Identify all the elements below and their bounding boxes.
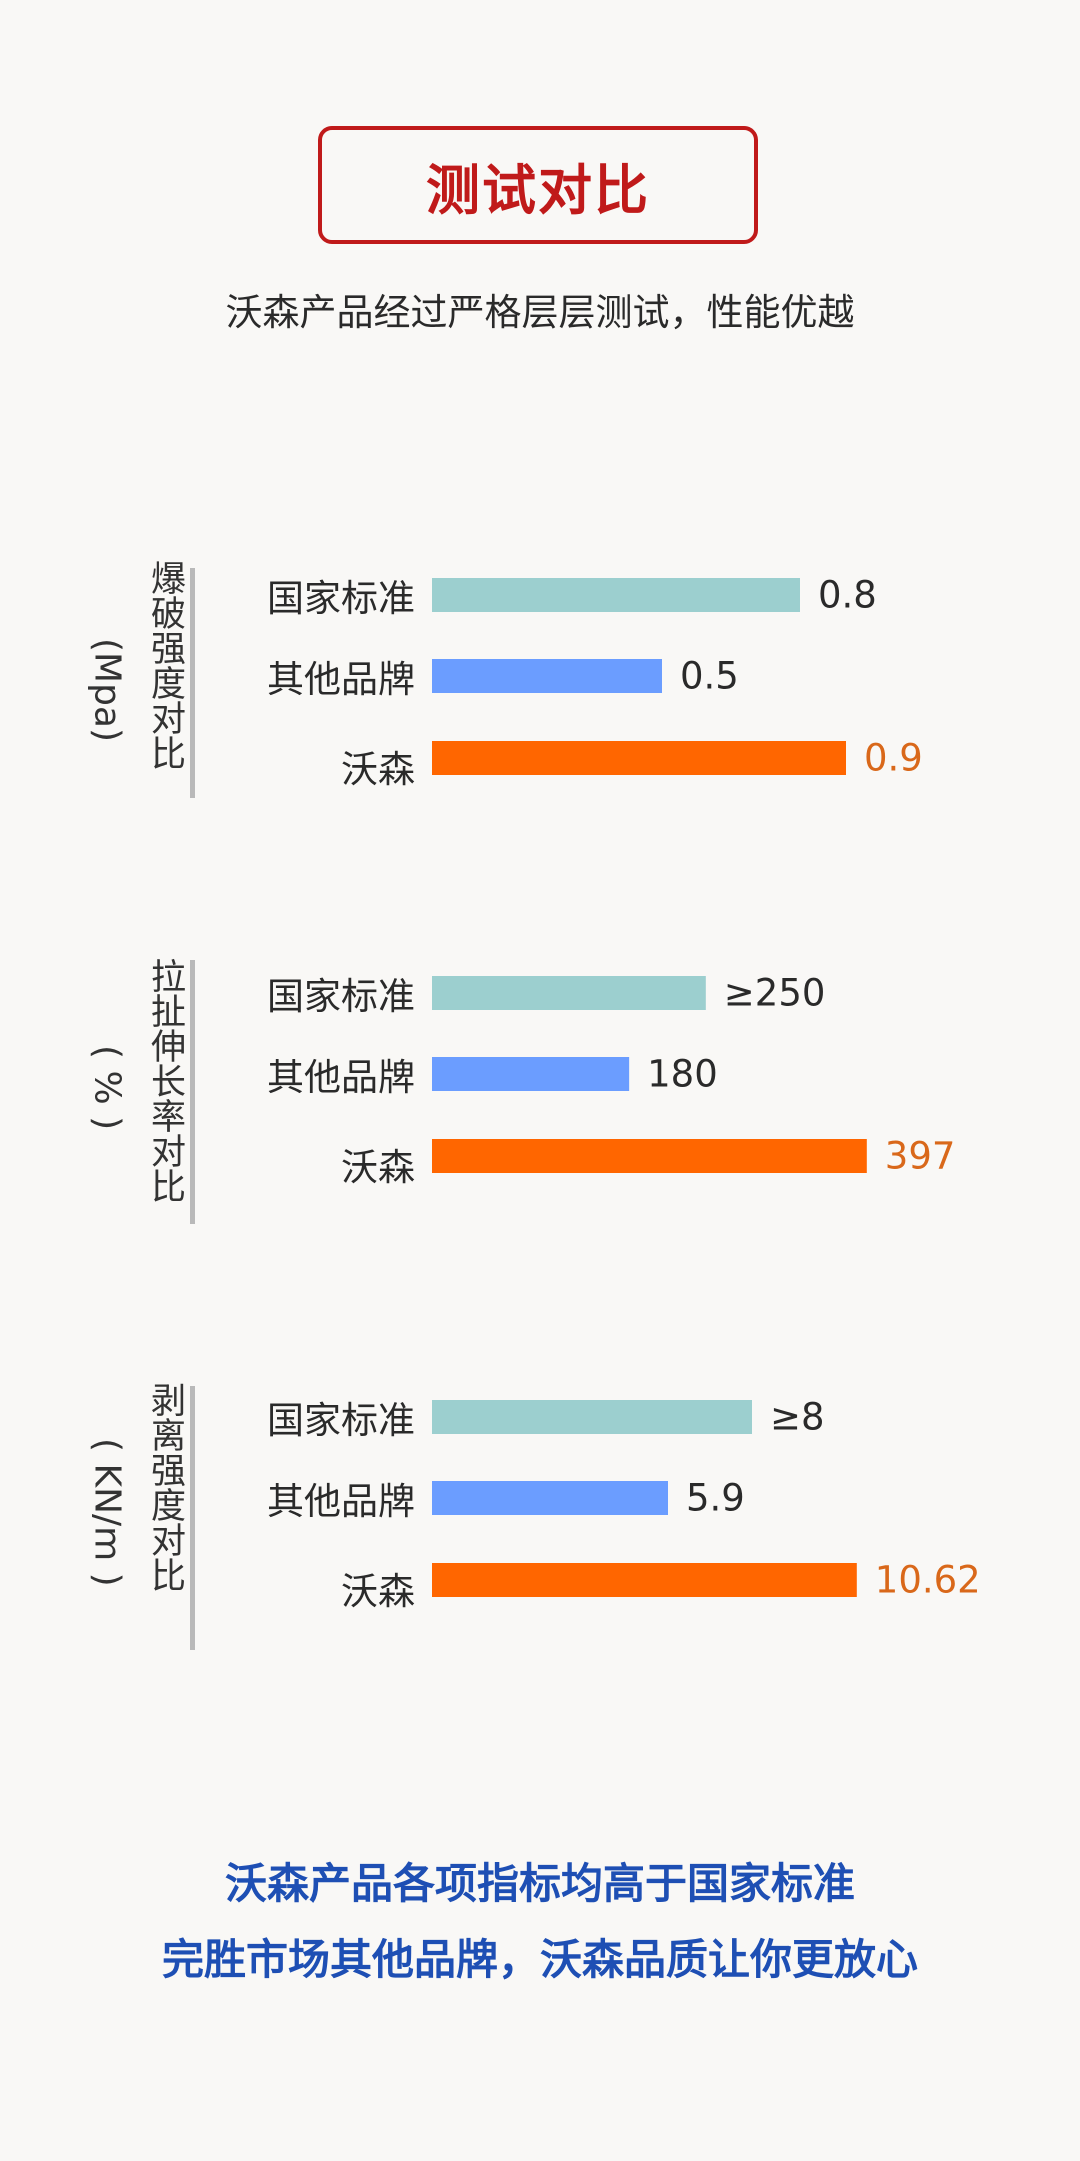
- bar-wosen: [432, 741, 846, 775]
- bar-other-brand: [432, 1057, 630, 1091]
- chart-labels: 国家标准 ≥8 其他品牌 5.9 沃森 10.62: [0, 1382, 1080, 1682]
- chart-unit-label: (Mpa): [86, 637, 128, 743]
- category-label-national-standard: 国家标准: [267, 577, 415, 620]
- page-title: 测试对比: [318, 126, 758, 244]
- bar-wosen: [432, 1563, 857, 1597]
- chart-unit-label: ( KN/m ): [86, 1437, 128, 1587]
- burst-strength-chart: (Mpa) 爆破强度对比 国家标准 0.8 其他品牌 0.5 沃森 0.9: [0, 560, 1080, 860]
- category-label-wosen: 沃森: [341, 1146, 415, 1189]
- chart-title: 剥离强度对比: [145, 1382, 185, 1592]
- value-label-national-standard: ≥250: [723, 971, 826, 1015]
- chart-divider: [190, 568, 195, 798]
- chart-unit-label: ( % ): [86, 1045, 128, 1131]
- value-label-wosen: 397: [884, 1134, 956, 1178]
- category-label-national-standard: 国家标准: [267, 1399, 415, 1442]
- chart-bars: [432, 976, 867, 1173]
- category-label-other-brand: 其他品牌: [267, 1480, 415, 1523]
- bar-national-standard: [432, 578, 800, 612]
- chart-labels: 国家标准 0.8 其他品牌 0.5 沃森 0.9: [0, 560, 1080, 860]
- value-label-wosen: 10.62: [874, 1558, 981, 1602]
- page-title-text: 测试对比: [426, 158, 650, 222]
- value-label-other-brand: 180: [647, 1052, 718, 1096]
- value-label-national-standard: ≥8: [770, 1395, 825, 1439]
- bar-national-standard: [432, 976, 706, 1010]
- elongation-chart: ( % ) 拉扯伸长率对比 国家标准 ≥250 其他品牌 180 沃森 397: [0, 958, 1080, 1258]
- bar-national-standard: [432, 1400, 752, 1434]
- chart-divider: [190, 960, 195, 1224]
- value-label-national-standard: 0.8: [818, 573, 877, 617]
- peel-strength-chart: ( KN/m ) 剥离强度对比 国家标准 ≥8 其他品牌 5.9 沃森 10.62: [0, 1382, 1080, 1682]
- chart-title: 爆破强度对比: [145, 560, 185, 770]
- value-label-other-brand: 5.9: [686, 1476, 745, 1520]
- chart-bars: [432, 1400, 857, 1597]
- bar-other-brand: [432, 659, 662, 693]
- chart-bars: [432, 578, 846, 775]
- footer-line-1: 沃森产品各项指标均高于国家标准: [224, 1859, 855, 1908]
- category-label-other-brand: 其他品牌: [267, 1056, 415, 1099]
- category-label-wosen: 沃森: [341, 1570, 415, 1613]
- chart-title: 拉扯伸长率对比: [145, 958, 185, 1203]
- category-label-wosen: 沃森: [341, 748, 415, 791]
- category-label-other-brand: 其他品牌: [267, 658, 415, 701]
- bar-other-brand: [432, 1481, 668, 1515]
- category-label-national-standard: 国家标准: [267, 975, 415, 1018]
- chart-labels: 国家标准 ≥250 其他品牌 180 沃森 397: [0, 958, 1080, 1258]
- value-label-other-brand: 0.5: [680, 654, 739, 698]
- chart-divider: [190, 1386, 195, 1650]
- footer-line-2: 完胜市场其他品牌，沃森品质让你更放心: [161, 1935, 918, 1984]
- bar-wosen: [432, 1139, 867, 1173]
- value-label-wosen: 0.9: [864, 736, 923, 780]
- page-subtitle: 沃森产品经过严格层层测试，性能优越: [225, 291, 855, 334]
